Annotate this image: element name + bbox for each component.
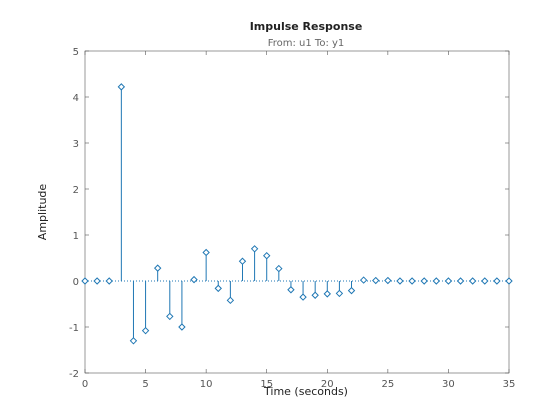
y-tick-label: 1 xyxy=(73,231,79,242)
y-tick-label: 5 xyxy=(73,47,79,58)
plot-area xyxy=(84,50,510,374)
stem-marker xyxy=(275,264,283,273)
stem-marker xyxy=(456,277,465,285)
x-axis-ticks: 0 5 10 15 20 25 30 35 xyxy=(82,51,516,390)
stem-marker xyxy=(202,248,210,257)
x-tick-label: 30 xyxy=(442,379,455,390)
x-tick-label: 25 xyxy=(381,379,394,390)
stem-marker xyxy=(347,286,356,295)
y-tick-label: -1 xyxy=(69,323,79,334)
y-tick-label: 3 xyxy=(73,139,79,150)
chart-subtitle: From: u1 To: y1 xyxy=(268,38,345,49)
x-tick-label: 20 xyxy=(321,379,334,390)
stem-marker xyxy=(117,83,126,91)
x-tick-label: 15 xyxy=(260,379,273,390)
stem-marker xyxy=(396,277,404,285)
y-tick-label: 4 xyxy=(73,93,79,104)
y-tick-label: -2 xyxy=(69,369,79,380)
stem-marker xyxy=(81,277,89,285)
stem-marker xyxy=(93,277,101,285)
stem-marker xyxy=(481,277,489,285)
y-tick-label: 0 xyxy=(73,277,79,288)
x-tick-label: 35 xyxy=(503,379,516,390)
x-axis-label: Time (seconds) xyxy=(263,385,348,398)
stem-marker xyxy=(468,277,477,285)
stem-marker xyxy=(226,296,235,305)
stem-marker xyxy=(129,337,138,345)
stem-marker xyxy=(166,312,174,321)
stem-marker xyxy=(178,323,186,331)
stem-marker xyxy=(141,326,150,335)
stem-marker xyxy=(299,293,307,301)
stem-marker xyxy=(408,277,416,285)
stem-marker xyxy=(190,275,198,284)
stem-series xyxy=(81,83,513,345)
stem-marker xyxy=(359,276,368,284)
stem-marker xyxy=(287,286,295,294)
stem-marker xyxy=(323,290,331,298)
y-axis-label: Amplitude xyxy=(36,184,49,241)
stem-marker xyxy=(432,277,441,285)
x-tick-label: 10 xyxy=(200,379,213,390)
stem-marker xyxy=(420,277,428,285)
x-tick-label: 5 xyxy=(142,379,148,390)
stem-marker xyxy=(153,264,162,272)
stem-marker xyxy=(505,277,513,285)
stem-marker xyxy=(372,276,380,285)
stem-marker xyxy=(444,277,453,285)
stem-marker xyxy=(311,291,319,299)
stem-marker xyxy=(493,277,501,285)
x-tick-label: 0 xyxy=(82,379,88,390)
y-tick-label: 2 xyxy=(73,185,79,196)
stem-marker xyxy=(384,276,392,285)
stem-marker xyxy=(335,289,344,298)
stem-marker xyxy=(250,245,259,253)
chart-title: Impulse Response xyxy=(250,20,363,33)
stem-marker xyxy=(214,284,222,293)
stem-marker xyxy=(238,257,247,265)
stem-marker xyxy=(263,251,271,260)
stem-marker xyxy=(105,277,113,285)
